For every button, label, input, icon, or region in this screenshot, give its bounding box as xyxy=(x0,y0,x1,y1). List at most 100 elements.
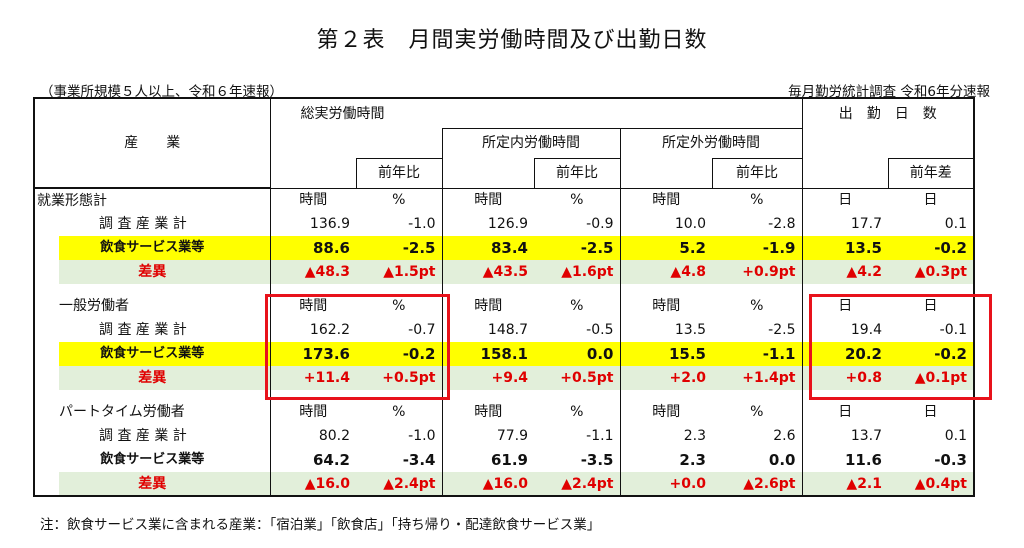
group-name: 一般労働者 xyxy=(33,294,270,318)
unit-label: 日 xyxy=(888,188,975,212)
unit-label: % xyxy=(392,192,406,209)
unit-label: 時間 xyxy=(269,400,356,424)
header-total-hours: 総実労働時間 xyxy=(270,97,442,128)
table-cell: +1.4pt xyxy=(712,366,802,390)
table-row: 差異 ▲48.3 ▲1.5pt ▲43.5 ▲1.6pt ▲4.8 +0.9pt ▲4.2 ▲0… xyxy=(33,260,975,284)
group-name: パートタイム労働者 xyxy=(33,400,270,424)
table-cell: ▲0.3pt xyxy=(888,260,975,284)
header-industry: 産 業 xyxy=(33,97,271,189)
table-cell: ▲1.6pt xyxy=(534,260,620,284)
unit-label: 時間 xyxy=(619,294,712,318)
row-label: 飲食サービス業等 xyxy=(33,448,270,472)
table-cell: -2.5 xyxy=(356,236,442,260)
table-cell: 13.7 xyxy=(801,424,888,448)
header-yoy-scheduled: 前年比 xyxy=(533,157,621,189)
table-cell: -0.5 xyxy=(586,322,614,338)
table-cell: 64.2 xyxy=(269,448,356,472)
row-label: 差異 xyxy=(33,366,270,390)
unit-label: 時間 xyxy=(441,400,534,424)
section-gap xyxy=(33,284,975,294)
table-cell: +11.4 xyxy=(269,366,356,390)
table-cell: 148.7 xyxy=(441,318,534,342)
table-cell: -0.1 xyxy=(888,318,975,342)
table-cell: +2.0 xyxy=(619,366,712,390)
unit-label: 日 xyxy=(888,400,975,424)
row-label: 差異 xyxy=(33,472,270,497)
table-row: 差異 +11.4 +0.5pt +9.4 +0.5pt +2.0 +1.4pt +0.8 ▲0.… xyxy=(33,366,975,390)
table-cell: 19.4 xyxy=(801,318,888,342)
table-cell: ▲4.8 xyxy=(619,260,712,284)
table-cell: 15.5 xyxy=(619,342,712,366)
table-cell: -1.0 xyxy=(408,216,436,232)
table-cell: -3.4 xyxy=(402,451,436,469)
unit-label: 日 xyxy=(801,400,888,424)
table-cell: 13.5 xyxy=(801,236,888,260)
header-yoy-days: 前年差 xyxy=(887,157,975,189)
table-cell: 173.6 xyxy=(269,342,356,366)
table-cell: -3.5 xyxy=(580,451,614,469)
table-cell: 80.2 xyxy=(269,424,356,448)
table-cell: 77.9 xyxy=(441,424,534,448)
table-cell: 126.9 xyxy=(441,212,534,236)
table-cell: -0.9 xyxy=(586,216,614,232)
unit-label: 日 xyxy=(801,294,888,318)
table-cell: ▲4.2 xyxy=(801,260,888,284)
table-cell: +9.4 xyxy=(441,366,534,390)
table-cell: 13.5 xyxy=(619,318,712,342)
table-cell: 61.9 xyxy=(441,448,534,472)
scope-note: （事業所規模５人以上、令和６年速報） xyxy=(40,84,283,100)
footnote: 注：飲食サービス業に含まれる産業：「宿泊業」「飲食店」「持ち帰り・配達飲食サービ… xyxy=(40,517,601,533)
table-cell: ▲2.4pt xyxy=(356,472,442,497)
group-header-row: 就業形態計 時間% 時間% 時間% 日日 xyxy=(33,188,975,212)
table-body: 就業形態計 時間% 時間% 時間% 日日調 査 産 業 計 136.9 -1.0 126.9-… xyxy=(33,188,975,497)
row-label: 調 査 産 業 計 xyxy=(33,212,270,236)
table-cell: +0.9pt xyxy=(712,260,802,284)
table-cell: 0.0 xyxy=(768,451,796,469)
header-yoy-overtime: 前年比 xyxy=(711,157,803,189)
unit-label: 日 xyxy=(888,294,975,318)
table-cell: -0.7 xyxy=(408,322,436,338)
table-cell: +0.5pt xyxy=(534,366,620,390)
table-cell: 20.2 xyxy=(801,342,888,366)
unit-label: % xyxy=(750,404,764,420)
row-label: 調 査 産 業 計 xyxy=(33,318,270,342)
header-days: 出 勤 日 数 xyxy=(802,97,975,128)
header-scheduled: 所定内労働時間 xyxy=(441,127,621,158)
unit-label: % xyxy=(392,298,406,314)
unit-label: 時間 xyxy=(619,400,712,424)
table-cell: ▲16.0 xyxy=(441,472,534,497)
page-title: 第２表 月間実労働時間及び出勤日数 xyxy=(316,28,708,53)
table-cell: 136.9 xyxy=(269,212,356,236)
unit-label: 時間 xyxy=(619,188,712,212)
table-cell: +0.8 xyxy=(801,366,888,390)
table-cell: -1.0 xyxy=(408,428,436,444)
table-cell: ▲2.6pt xyxy=(712,472,802,497)
table-row: 調 査 産 業 計 80.2 -1.0 77.9 -1.1 2.3 2.6 13.7 0.1 xyxy=(33,424,975,448)
unit-label: % xyxy=(392,404,406,420)
table-cell: 5.2 xyxy=(619,236,712,260)
table-cell: 2.3 xyxy=(619,424,712,448)
table-cell: -1.9 xyxy=(712,236,802,260)
table-cell: -1.1 xyxy=(712,342,802,366)
table-cell: -1.1 xyxy=(586,428,614,444)
table-cell: +0.5pt xyxy=(356,366,442,390)
table-cell: 88.6 xyxy=(269,236,356,260)
table-cell: -2.8 xyxy=(768,216,796,232)
table-cell: 10.0 xyxy=(619,212,712,236)
table-cell: -2.5 xyxy=(768,322,796,338)
table-cell: ▲2.4pt xyxy=(534,472,620,497)
unit-label: 時間 xyxy=(269,188,356,212)
row-label: 飲食サービス業等 xyxy=(33,236,270,260)
section-gap xyxy=(33,390,975,400)
table-row: 調 査 産 業 計 136.9 -1.0 126.9 -0.9 10.0 -2.8 17.7 0… xyxy=(33,212,975,236)
table-cell: 158.1 xyxy=(441,342,534,366)
table-cell: ▲16.0 xyxy=(269,472,356,497)
unit-label: % xyxy=(750,192,764,209)
table-cell: 0.1 xyxy=(888,424,975,448)
table-cell: 17.7 xyxy=(801,212,888,236)
table-cell: ▲0.4pt xyxy=(888,472,975,497)
table-cell: -0.2 xyxy=(888,342,975,366)
table-row: 差異 ▲16.0 ▲2.4pt ▲16.0 ▲2.4pt +0.0 ▲2.6pt ▲2.1 ▲0… xyxy=(33,472,975,497)
table-cell: -0.2 xyxy=(356,342,442,366)
group-name: 就業形態計 xyxy=(33,188,270,212)
